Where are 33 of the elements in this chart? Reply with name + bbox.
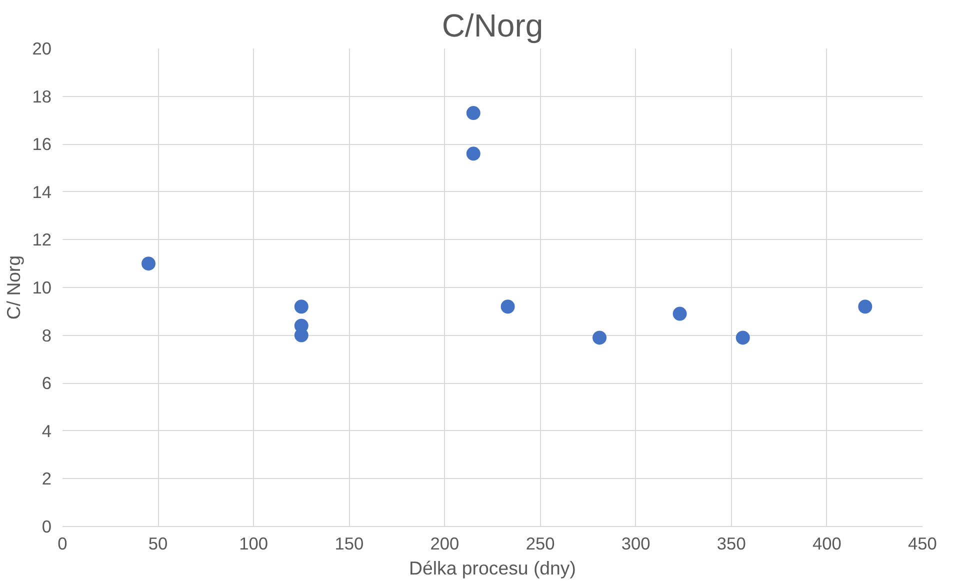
y-tick-label: 4 [42,420,52,441]
x-tick-label: 100 [239,534,268,554]
y-tick-label: 20 [32,38,52,58]
point [466,106,480,120]
point [294,300,308,314]
point [466,146,480,161]
point [500,300,515,314]
y-tick-label: 8 [42,325,52,346]
x-tick-label: 200 [430,534,460,554]
point [672,306,687,321]
point [592,330,607,345]
x-tick-label: 450 [908,534,937,554]
y-tick-label: 14 [32,182,52,202]
y-axis-title: C/ Norg [3,255,24,320]
x-tick-label: 400 [812,534,842,554]
y-tick-label: 6 [42,373,52,394]
x-axis-title: Délka procesu (dny) [409,558,576,578]
y-tick-label: 16 [32,134,52,154]
point [736,330,750,345]
x-tick-label: 0 [58,534,68,554]
x-tick-label: 300 [621,534,650,554]
x-tick-label: 350 [716,534,746,554]
y-tick-label: 10 [32,278,52,298]
point [858,300,872,314]
x-tick-label: 250 [526,534,555,554]
chart-title: C/Norg [442,8,544,44]
y-tick-label: 0 [42,516,52,536]
y-tick-label: 12 [32,230,52,250]
point [142,256,156,271]
y-tick-label: 18 [32,86,52,106]
x-tick-label: 150 [334,534,364,554]
y-tick-label: 2 [42,468,52,489]
x-tick-label: 50 [148,534,168,554]
